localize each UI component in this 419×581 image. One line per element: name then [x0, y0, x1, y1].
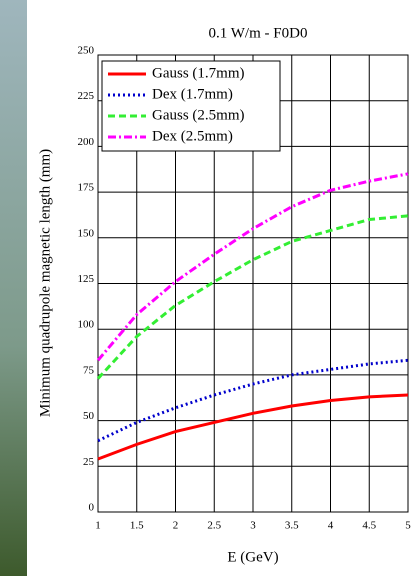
chart-title: 0.1 W/m - F0D0 — [209, 25, 308, 41]
x-tick-label: 2.5 — [207, 520, 221, 532]
x-tick-label: 5 — [405, 520, 411, 532]
y-tick-label: 250 — [78, 45, 95, 57]
chart: 0.1 W/m - F0D0 E (GeV) Minimum quadrupol… — [0, 0, 419, 576]
y-tick-label: 75 — [83, 364, 95, 376]
y-tick-label: 25 — [83, 456, 95, 468]
y-tick-label: 175 — [78, 182, 95, 194]
legend-label: Dex (1.7mm) — [152, 86, 233, 102]
y-tick-label: 100 — [78, 319, 95, 331]
x-tick-label: 3.5 — [285, 520, 299, 532]
y-tick-label: 0 — [89, 502, 95, 514]
y-tick-label: 200 — [78, 136, 95, 148]
x-tick-label: 1.5 — [130, 520, 144, 532]
y-axis-label: Minimum quadrupole magnetic length (mm) — [37, 149, 53, 417]
background-strip — [0, 0, 27, 576]
y-tick-label: 225 — [78, 90, 95, 102]
x-axis-label: E (GeV) — [227, 549, 278, 565]
x-tick-label: 3 — [250, 520, 256, 532]
legend-label: Gauss (2.5mm) — [152, 107, 245, 123]
y-tick-label: 125 — [78, 273, 95, 285]
x-tick-label: 4 — [328, 520, 334, 532]
legend-label: Dex (2.5mm) — [152, 128, 233, 144]
y-tick-label: 150 — [78, 227, 95, 239]
x-tick-label: 1 — [95, 520, 101, 532]
x-tick-label: 4.5 — [362, 520, 376, 532]
y-tick-label: 50 — [83, 410, 95, 422]
x-tick-label: 2 — [173, 520, 179, 532]
legend-label: Gauss (1.7mm) — [152, 65, 245, 81]
